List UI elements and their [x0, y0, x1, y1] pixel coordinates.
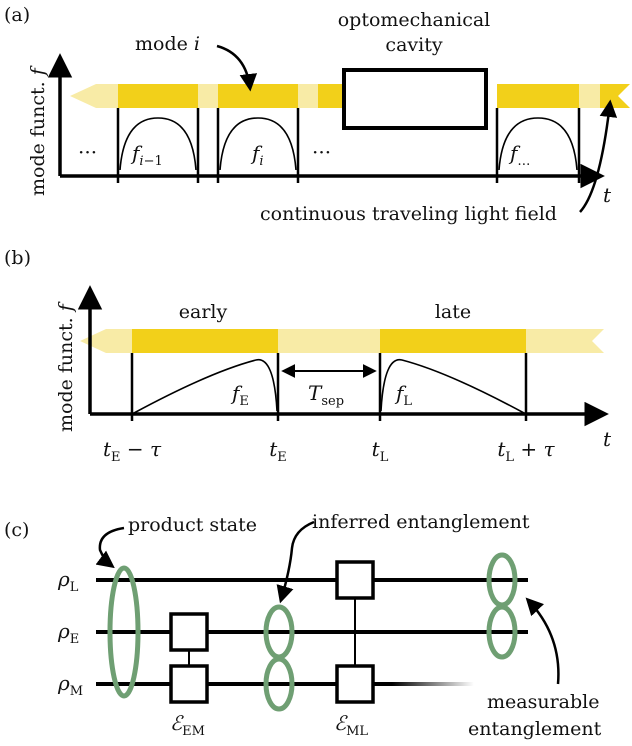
gate-ML-box-M	[335, 664, 375, 704]
cavity-label-line1: optomechanical	[338, 9, 491, 31]
panel-b-tag: (b)	[4, 247, 31, 269]
panel-b: (b) mode funct. f t early late Tsep fE f…	[4, 247, 612, 465]
x-axis-label-b: t	[603, 427, 612, 451]
band-segment-light	[106, 329, 132, 353]
gate-EM-box-E	[169, 612, 209, 652]
band-segment-mode-more	[497, 84, 579, 108]
late-mode-function	[380, 359, 525, 414]
y-axis-label-a: mode funct. f	[27, 65, 49, 196]
gate-ML-box-L	[335, 560, 375, 600]
gate-ML-label: ℰML	[334, 711, 368, 739]
mode-i-arrow	[216, 44, 258, 92]
measurable-ellipse-E	[486, 604, 518, 660]
measurable-label-line2: entanglement	[468, 718, 602, 740]
x-axis-label-a: t	[603, 183, 612, 207]
ellipsis-left: ···	[78, 140, 97, 164]
panel-c: (c) ρL ρE ρM ℰEM ℰML product state infer…	[4, 511, 602, 740]
rho-E-label: ρE	[57, 619, 79, 647]
product-state-arrow	[95, 526, 125, 569]
band-segment-mode-cur	[218, 84, 298, 108]
gate-EM-label: ℰEM	[170, 711, 205, 739]
early-mode-function	[133, 359, 278, 414]
inferred-arrow	[276, 520, 315, 604]
ellipsis-mid: ···	[312, 140, 331, 164]
f-late-label: fL	[394, 381, 412, 409]
tick-label-tL: tL	[372, 437, 389, 465]
mode-function-curve	[219, 117, 297, 171]
late-label: late	[435, 301, 471, 323]
measurable-label-line1: measurable	[487, 691, 599, 713]
band-right-notch-tail	[600, 84, 630, 108]
mode-i-label: mode i	[135, 33, 200, 55]
early-label: early	[179, 301, 228, 323]
band-right-notch-tail	[526, 329, 604, 353]
mode-label-prev: fi−1	[130, 141, 163, 169]
band-left-arrow-tip	[80, 329, 106, 353]
wire-M-fade	[392, 682, 474, 686]
inferred-label: inferred entanglement	[312, 511, 530, 533]
band-segment-mode-prev	[118, 84, 198, 108]
panel-a: (a) optomechanical cavity mode funct. f …	[4, 4, 630, 225]
band-segment-light	[198, 84, 218, 108]
mode-function-curve	[498, 117, 578, 171]
field-label: continuous traveling light field	[260, 203, 557, 225]
tick-label-tE: tE	[269, 437, 287, 465]
panel-a-tag: (a)	[4, 4, 30, 26]
light-field-band-a	[70, 84, 630, 108]
light-field-band-b	[80, 329, 604, 353]
measurable-arrow	[525, 597, 560, 685]
product-state-label: product state	[128, 514, 257, 536]
band-left-arrow-tip	[70, 84, 96, 108]
f-early-label: fE	[230, 381, 249, 409]
tick-label-tL-plus-tau: tL + τ	[497, 437, 555, 465]
mode-function-curve	[119, 117, 197, 171]
gate-EM-box-M	[169, 664, 209, 704]
rho-L-label: ρL	[57, 567, 79, 595]
band-segment-light	[298, 84, 318, 108]
field-arrow	[579, 99, 618, 213]
tick-label-tE-minus-tau: tE − τ	[103, 437, 162, 465]
mode-label-more: f…	[508, 141, 530, 169]
cavity-label-line2: cavity	[385, 34, 442, 56]
band-segment-light	[96, 84, 118, 108]
mode-label-cur: fi	[250, 141, 264, 169]
panel-c-tag: (c)	[4, 519, 29, 541]
inferred-ellipse-M	[263, 656, 295, 712]
band-segment-separation	[278, 329, 380, 353]
band-segment-late	[380, 329, 526, 353]
mode-functions-a	[116, 108, 581, 183]
t-sep-label: Tsep	[308, 381, 344, 409]
product-state-ellipse	[107, 565, 141, 699]
y-axis-label-b: mode funct. f	[55, 301, 77, 432]
band-segment-light	[579, 84, 600, 108]
optomechanical-cavity-box	[342, 68, 488, 130]
band-segment-into-cavity	[318, 84, 343, 108]
rho-M-label: ρM	[57, 671, 83, 699]
band-segment-early	[132, 329, 278, 353]
